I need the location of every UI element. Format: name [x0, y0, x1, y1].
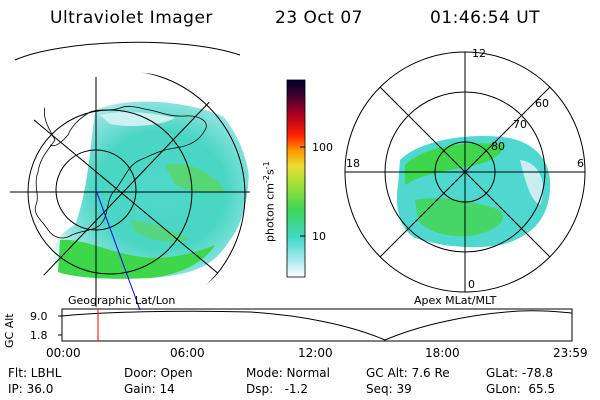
aurora-green-patch — [58, 239, 215, 279]
timeline-ytick-9: 9.0 — [30, 310, 48, 323]
mlt-label-0: 0 — [468, 278, 475, 291]
timeline-xtick-0000: 00:00 — [46, 346, 81, 360]
mlat-label-70: 70 — [513, 118, 527, 131]
door-info: Door: Open — [124, 366, 193, 380]
dsp-info: Dsp: -1.2 — [246, 382, 309, 396]
mlt-label-12: 12 — [472, 47, 486, 60]
mlt-label-6: 6 — [577, 157, 584, 170]
colorbar-tick-100: 100 — [312, 141, 333, 154]
seq-info: Seq: 39 — [366, 382, 412, 396]
timeline-xtick-1800: 18:00 — [425, 346, 460, 360]
right-map-label: Apex MLat/MLT — [414, 294, 497, 307]
app-title: Ultraviolet Imager — [50, 8, 213, 28]
glat-info: GLat: -78.8 — [486, 366, 553, 380]
mlat-label-80: 80 — [491, 140, 505, 153]
timeline-xtick-0600: 06:00 — [170, 346, 205, 360]
ip-info: IP: 36.0 — [8, 382, 54, 396]
glon-info: GLon: 65.5 — [486, 382, 556, 396]
timeline-ytick-1-8: 1.8 — [30, 329, 48, 342]
timeline-xtick-2359: 23:59 — [553, 346, 588, 360]
left-map-label: Geographic Lat/Lon — [68, 294, 176, 307]
colorbar-tick-10: 10 — [312, 230, 326, 243]
aurora-oval-left — [54, 101, 249, 279]
gain-info: Gain: 14 — [124, 382, 175, 396]
gc-alt-info: GC Alt: 7.6 Re — [366, 366, 450, 380]
time-label: 01:46:54 UT — [430, 8, 541, 28]
mlt-label-18: 18 — [346, 157, 360, 170]
coastline — [34, 89, 207, 239]
filter-info: Flt: LBHL — [8, 366, 62, 380]
timeline-xtick-1200: 12:00 — [298, 346, 333, 360]
mode-info: Mode: Normal — [246, 366, 330, 380]
date-label: 23 Oct 07 — [275, 8, 363, 28]
timeline-ylabel: GC Alt — [3, 313, 16, 348]
mlat-label-60: 60 — [535, 97, 549, 110]
